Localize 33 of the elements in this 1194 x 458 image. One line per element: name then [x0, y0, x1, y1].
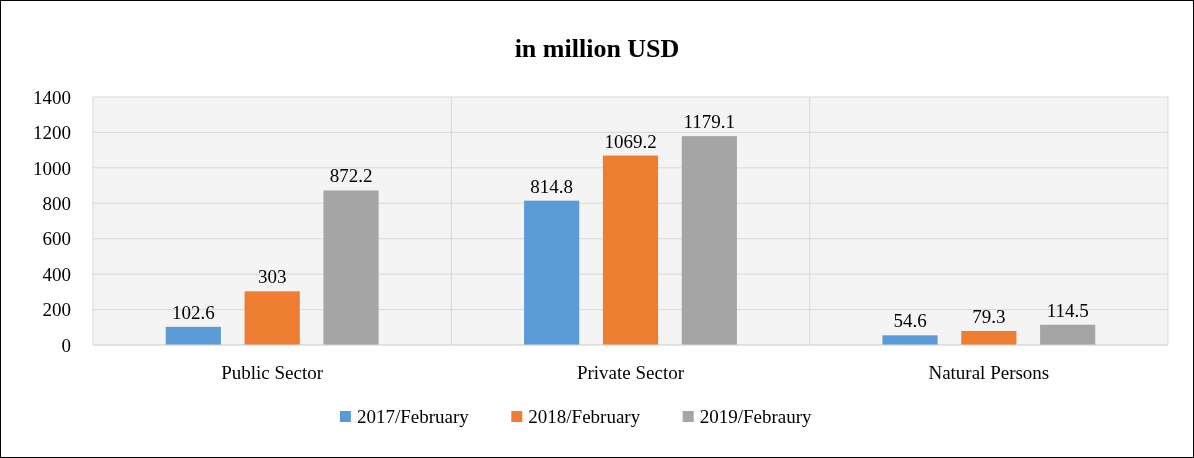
y-tick-label: 1400: [33, 86, 71, 108]
data-label: 303: [257, 266, 287, 288]
y-tick-label: 600: [42, 228, 71, 250]
bar: [882, 335, 938, 345]
legend-label: 2017/February: [356, 406, 470, 427]
bar: [961, 330, 1017, 345]
data-label: 79.3: [972, 305, 1006, 327]
data-label: 872.2: [329, 165, 373, 187]
bar: [244, 291, 300, 345]
y-tick-label: 0: [61, 334, 71, 356]
data-label: 1069.2: [604, 130, 657, 152]
data-label: 814.8: [530, 175, 574, 197]
y-tick-label: 800: [42, 192, 71, 214]
bar: [602, 155, 659, 345]
bar: [1040, 324, 1096, 345]
bar: [165, 326, 221, 345]
legend-label: 2019/Febraury: [699, 406, 813, 427]
bar: [323, 190, 379, 345]
data-label: 114.5: [1046, 299, 1089, 321]
bar: [524, 200, 580, 345]
y-tick-label: 200: [42, 299, 71, 321]
y-tick-label: 1000: [33, 157, 71, 179]
bar: [681, 136, 737, 345]
x-tick-label: Private Sector: [576, 362, 685, 383]
x-tick-label: Natural Persons: [928, 362, 1050, 383]
chart-title: in million USD: [514, 34, 680, 63]
y-tick-label: 1200: [33, 122, 71, 144]
legend-label: 2018/February: [528, 406, 641, 427]
data-label: 54.6: [893, 310, 927, 332]
x-tick-label: Public Sector: [221, 362, 324, 383]
data-label: 102.6: [171, 301, 215, 323]
y-tick-label: 400: [42, 263, 71, 285]
data-label: 1179.1: [683, 111, 736, 133]
